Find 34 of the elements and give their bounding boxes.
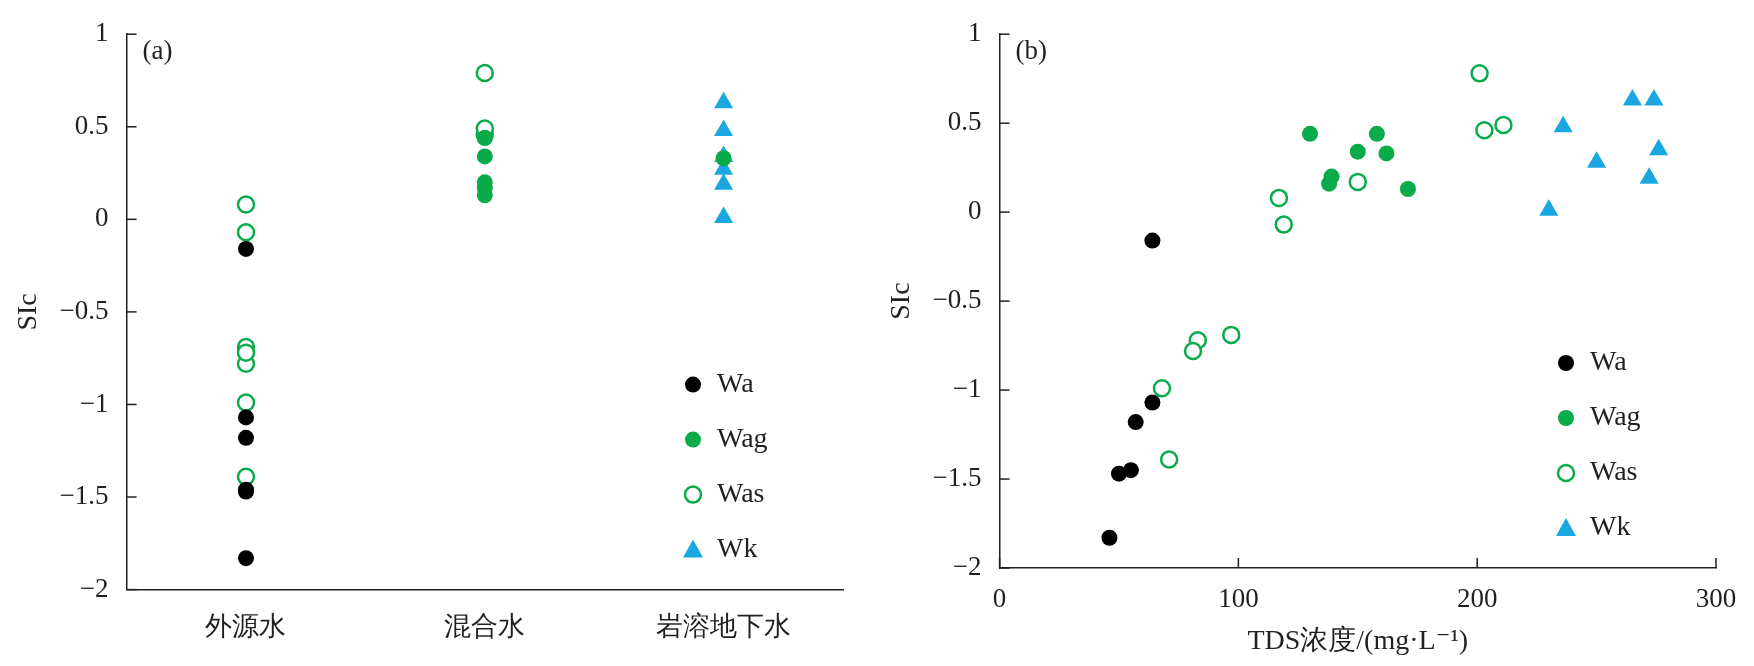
y-tick-label: 0 [968, 195, 982, 226]
legend-label: Wa [717, 366, 755, 398]
y-tick-label: −2 [952, 551, 982, 582]
legend-label: Wag [717, 421, 768, 453]
x-tick-label: 300 [1695, 583, 1737, 614]
y-tick-label: 0 [95, 202, 109, 233]
y-tick-label: −1.5 [932, 462, 982, 493]
y-tick-label: 1 [95, 17, 109, 48]
legend-label: Wa [1590, 345, 1628, 377]
chart-title: (a) [142, 34, 173, 65]
chart-title: (b) [1015, 34, 1048, 65]
y-tick-label: −0.5 [932, 284, 982, 315]
y-tick-label: −0.5 [59, 294, 109, 325]
y-axis-title: SIc [11, 293, 43, 331]
legend-label: Wk [717, 531, 758, 563]
legend-label: Was [717, 476, 765, 508]
y-tick-label: −1 [952, 373, 982, 404]
y-tick-label: 0.5 [74, 109, 109, 140]
legend-label: Wag [1590, 400, 1641, 432]
y-axis-title: SIc [884, 282, 916, 320]
y-tick-label: −1 [79, 387, 109, 418]
legend-label: Was [1590, 455, 1638, 487]
legend-label: Wk [1590, 510, 1631, 542]
x-tick-label: 岩溶地下水 [656, 610, 792, 641]
x-tick-label: 混合水 [444, 610, 526, 641]
x-axis-title: TDS浓度/(mg·L⁻¹) [1247, 623, 1469, 655]
x-tick-label: 外源水 [205, 610, 287, 641]
y-tick-label: −1.5 [59, 480, 109, 511]
y-tick-label: −2 [79, 572, 109, 603]
y-tick-label: 1 [968, 17, 982, 48]
x-tick-label: 200 [1456, 583, 1498, 614]
x-tick-label: 100 [1218, 583, 1259, 614]
y-tick-label: 0.5 [947, 106, 982, 137]
x-tick-label: 0 [992, 583, 1007, 614]
